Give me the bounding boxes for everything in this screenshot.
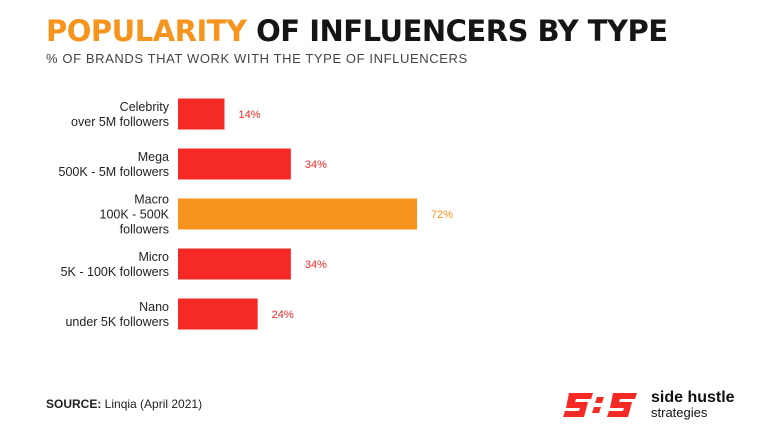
data-label-0: 14% (238, 109, 260, 121)
category-label-3-0: Micro (138, 250, 169, 264)
bar-4 (178, 298, 258, 330)
bar-0 (178, 98, 225, 130)
chart-title: POPULARITY OF INFLUENCERS BY TYPE (46, 14, 668, 48)
bar-1 (178, 148, 291, 180)
category-label-0-0: Celebrity (120, 100, 170, 114)
logo-line-2: strategies (651, 405, 708, 420)
bar-2 (178, 198, 418, 230)
category-label-0-1: over 5M followers (71, 115, 169, 129)
title-rest: OF INFLUENCERS BY TYPE (246, 14, 668, 48)
category-label-3-1: 5K - 100K followers (61, 265, 169, 279)
category-label-1-1: 500K - 5M followers (59, 165, 169, 179)
data-label-1: 34% (305, 159, 327, 171)
title-accent: POPULARITY (46, 14, 247, 48)
logo-line-1: side hustle (651, 389, 735, 406)
category-label-2-1: 100K - 500K (100, 208, 170, 222)
data-label-3: 34% (305, 259, 327, 271)
sis-logo-icon (563, 393, 637, 417)
category-label-2-0: Macro (134, 193, 169, 207)
category-label-2-2: followers (120, 223, 169, 237)
category-label-4-1: under 5K followers (65, 315, 169, 329)
bar-3 (178, 248, 291, 280)
chart-subtitle: % OF BRANDS THAT WORK WITH THE TYPE OF I… (46, 51, 468, 66)
data-label-2: 72% (431, 209, 453, 221)
category-label-1-0: Mega (138, 150, 169, 164)
source-label: SOURCE: (46, 397, 102, 411)
brand-logo: side hustle strategies (563, 389, 753, 423)
source-note: SOURCE: Linqia (April 2021) (46, 397, 202, 411)
source-text: Linqia (April 2021) (101, 397, 203, 411)
data-label-4: 24% (272, 309, 294, 321)
category-label-4-0: Nano (139, 300, 169, 314)
